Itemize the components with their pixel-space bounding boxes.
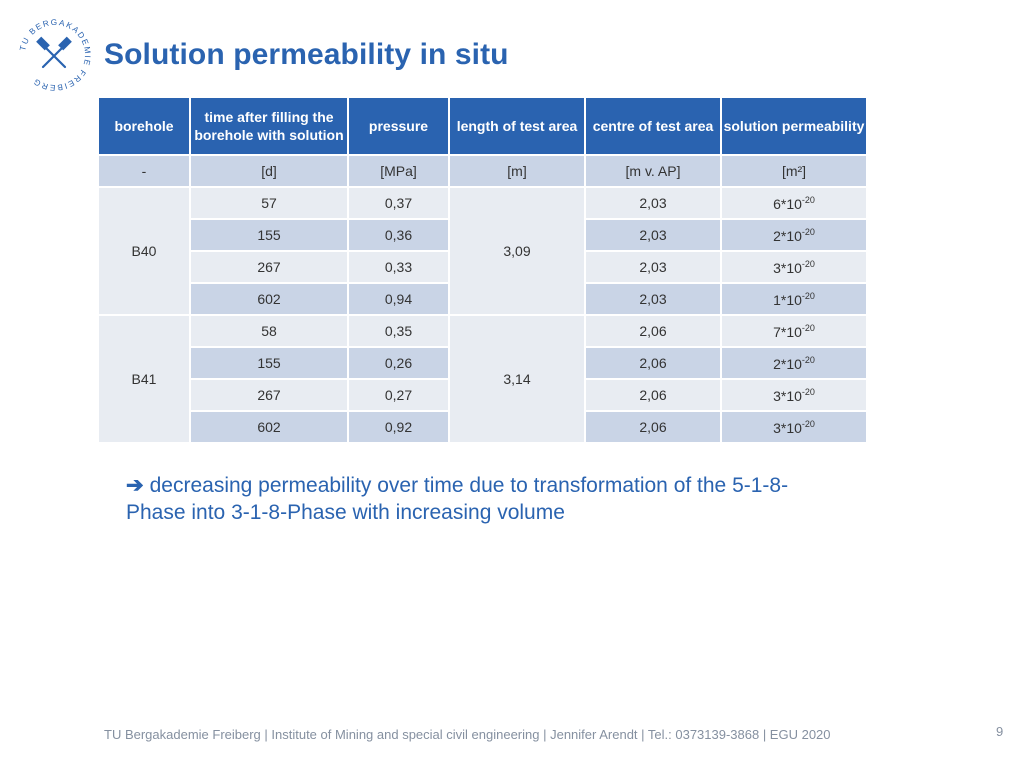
table-row: 155 0,36 2,03 2*10-20 [98, 218, 868, 252]
permeability-cell: 6*10-20 [720, 186, 868, 220]
permeability-cell: 3*10-20 [720, 410, 868, 444]
time-cell: 155 [189, 346, 349, 380]
column-header: centre of test area [584, 96, 722, 156]
permeability-exponent: -20 [801, 226, 815, 237]
permeability-base: 2*10 [773, 355, 802, 372]
time-cell: 602 [189, 410, 349, 444]
column-header: length of test area [448, 96, 586, 156]
permeability-cell: 7*10-20 [720, 314, 868, 348]
permeability-exponent: -20 [801, 290, 815, 301]
column-header: solution permeability [720, 96, 868, 156]
permeability-table: borehole time after filling the borehole… [97, 96, 868, 444]
permeability-base: 1*10 [773, 291, 802, 308]
table-row: 155 0,26 2,06 2*10-20 [98, 346, 868, 380]
hammers-icon [36, 36, 72, 69]
unit-cell: - [97, 154, 191, 188]
time-cell: 267 [189, 250, 349, 284]
permeability-base: 2*10 [773, 227, 802, 244]
pressure-cell: 0,37 [347, 186, 450, 220]
column-header: time after filling the borehole with sol… [189, 96, 349, 156]
pressure-cell: 0,35 [347, 314, 450, 348]
time-cell: 602 [189, 282, 349, 316]
pressure-cell: 0,94 [347, 282, 450, 316]
conclusion-text: decreasing permeability over time due to… [126, 474, 789, 524]
table-row: B41 58 0,35 3,14 2,06 7*10-20 [97, 314, 868, 444]
pressure-cell: 0,36 [347, 218, 450, 252]
unit-cell: [m²] [720, 154, 868, 188]
pressure-cell: 0,26 [347, 346, 450, 380]
permeability-cell: 2*10-20 [720, 346, 868, 380]
unit-cell: [MPa] [347, 154, 450, 188]
conclusion-statement: ➔ decreasing permeability over time due t… [126, 472, 846, 526]
permeability-exponent: -20 [801, 258, 815, 269]
permeability-cell: 3*10-20 [720, 250, 868, 284]
time-cell: 267 [189, 378, 349, 412]
permeability-cell: 2*10-20 [720, 218, 868, 252]
permeability-base: 3*10 [773, 419, 802, 436]
permeability-base: 7*10 [773, 323, 802, 340]
centre-cell: 2,06 [584, 378, 722, 412]
page-title: Solution permeability in situ [104, 38, 509, 71]
pressure-cell: 0,92 [347, 410, 450, 444]
permeability-exponent: -20 [801, 386, 815, 397]
permeability-base: 6*10 [773, 195, 802, 212]
centre-cell: 2,06 [584, 346, 722, 380]
centre-cell: 2,03 [584, 218, 722, 252]
length-cell: 3,09 [448, 186, 586, 316]
permeability-cell: 1*10-20 [720, 282, 868, 316]
footer-text: TU Bergakademie Freiberg | Institute of … [104, 727, 831, 742]
time-cell: 155 [189, 218, 349, 252]
page-number: 9 [996, 724, 1004, 739]
permeability-exponent: -20 [801, 354, 815, 365]
centre-cell: 2,03 [584, 186, 722, 220]
table-row: B40 57 0,37 3,09 2,03 6*10-20 [97, 186, 868, 316]
column-header: pressure [347, 96, 450, 156]
permeability-exponent: -20 [801, 322, 815, 333]
table-header-row: borehole time after filling the borehole… [97, 96, 868, 156]
borehole-cell: B40 [97, 186, 191, 316]
table-row: 267 0,33 2,03 3*10-20 [98, 250, 868, 284]
permeability-cell: 3*10-20 [720, 378, 868, 412]
length-cell: 3,14 [448, 314, 586, 444]
column-header: borehole [97, 96, 191, 156]
permeability-base: 3*10 [773, 387, 802, 404]
centre-cell: 2,06 [584, 410, 722, 444]
permeability-exponent: -20 [801, 418, 815, 429]
university-logo: TU BERGAKADEMIE FREIBERG [18, 18, 90, 92]
borehole-cell: B41 [97, 314, 191, 444]
pressure-cell: 0,27 [347, 378, 450, 412]
arrow-right-icon: ➔ [126, 474, 144, 497]
centre-cell: 2,03 [584, 282, 722, 316]
permeability-base: 3*10 [773, 259, 802, 276]
units-row: - [d] [MPa] [m] [m v. AP] [m²] [97, 154, 868, 188]
unit-cell: [m] [448, 154, 586, 188]
table-row: 267 0,27 2,06 3*10-20 [98, 378, 868, 412]
table-row: 602 0,94 2,03 1*10-20 [98, 282, 868, 316]
time-cell: 57 [189, 186, 349, 220]
centre-cell: 2,03 [584, 250, 722, 284]
permeability-exponent: -20 [801, 194, 815, 205]
time-cell: 58 [189, 314, 349, 348]
centre-cell: 2,06 [584, 314, 722, 348]
unit-cell: [d] [189, 154, 349, 188]
unit-cell: [m v. AP] [584, 154, 722, 188]
table-row: 602 0,92 2,06 3*10-20 [98, 410, 868, 444]
pressure-cell: 0,33 [347, 250, 450, 284]
